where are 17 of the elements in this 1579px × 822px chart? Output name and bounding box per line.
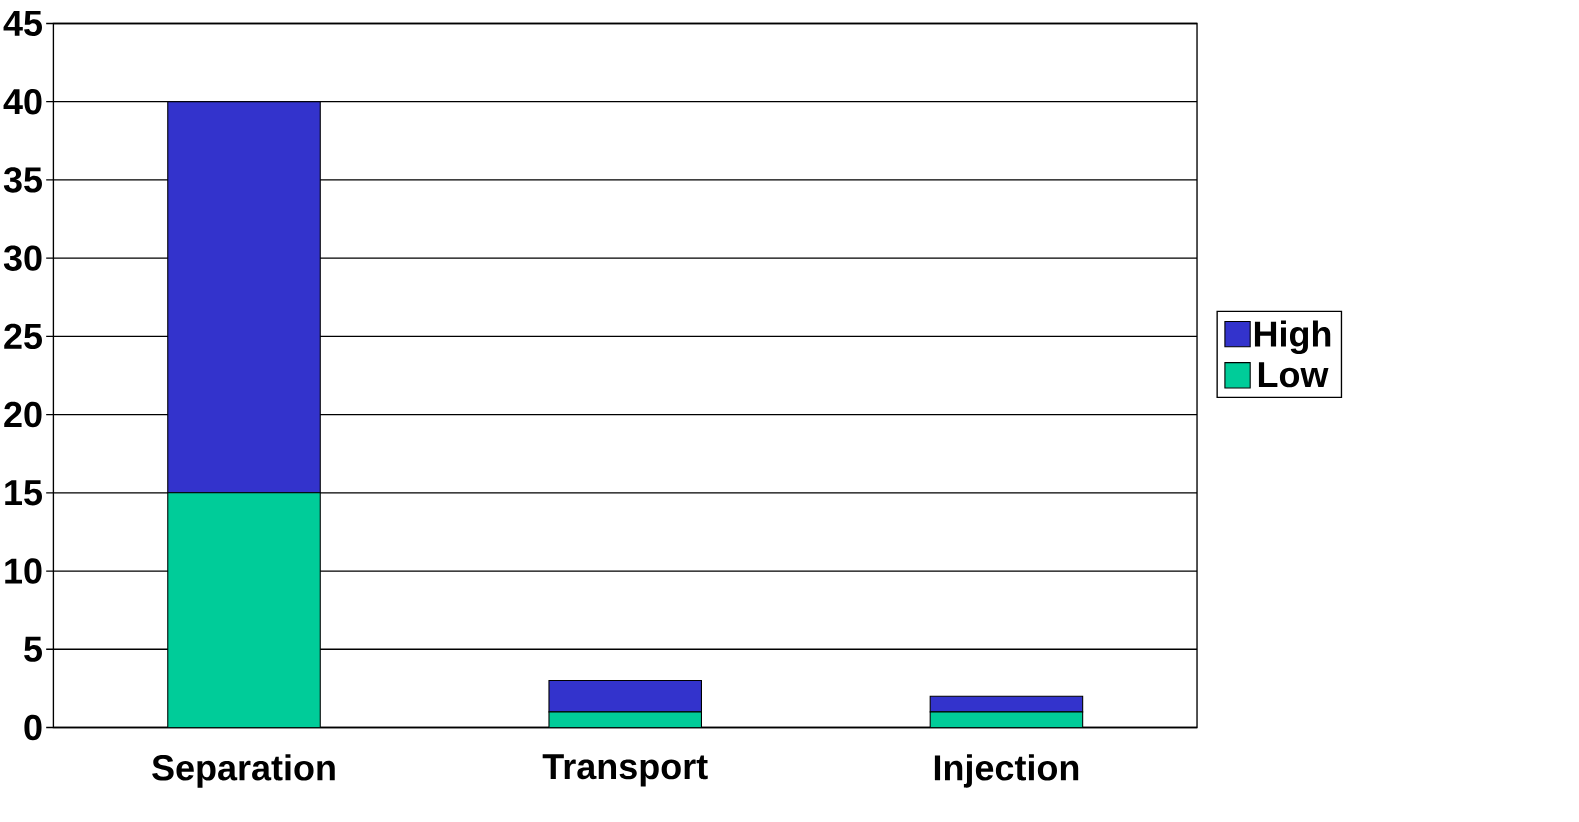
y-tick-label: 0 <box>24 714 42 741</box>
x-tick-label: Injection <box>934 754 1079 788</box>
bar <box>548 679 702 713</box>
bar <box>167 492 321 728</box>
y-tick-label: 35 <box>3 167 42 193</box>
x-tick-label: Transport <box>542 754 708 787</box>
y-tick-label: 30 <box>3 245 42 271</box>
y-tick-label: 5 <box>24 636 42 662</box>
legend-label: High <box>1254 320 1331 354</box>
x-tick-label: Separation <box>152 754 335 788</box>
y-tick-label: 15 <box>5 480 42 506</box>
y-tick-label: 10 <box>5 558 42 584</box>
y-tick-label: 25 <box>4 323 42 349</box>
y-tick-label: 45 <box>3 10 42 36</box>
y-tick-label: 40 <box>3 88 42 115</box>
y-tick-label: 20 <box>4 401 42 428</box>
legend-label: Low <box>1258 362 1329 388</box>
